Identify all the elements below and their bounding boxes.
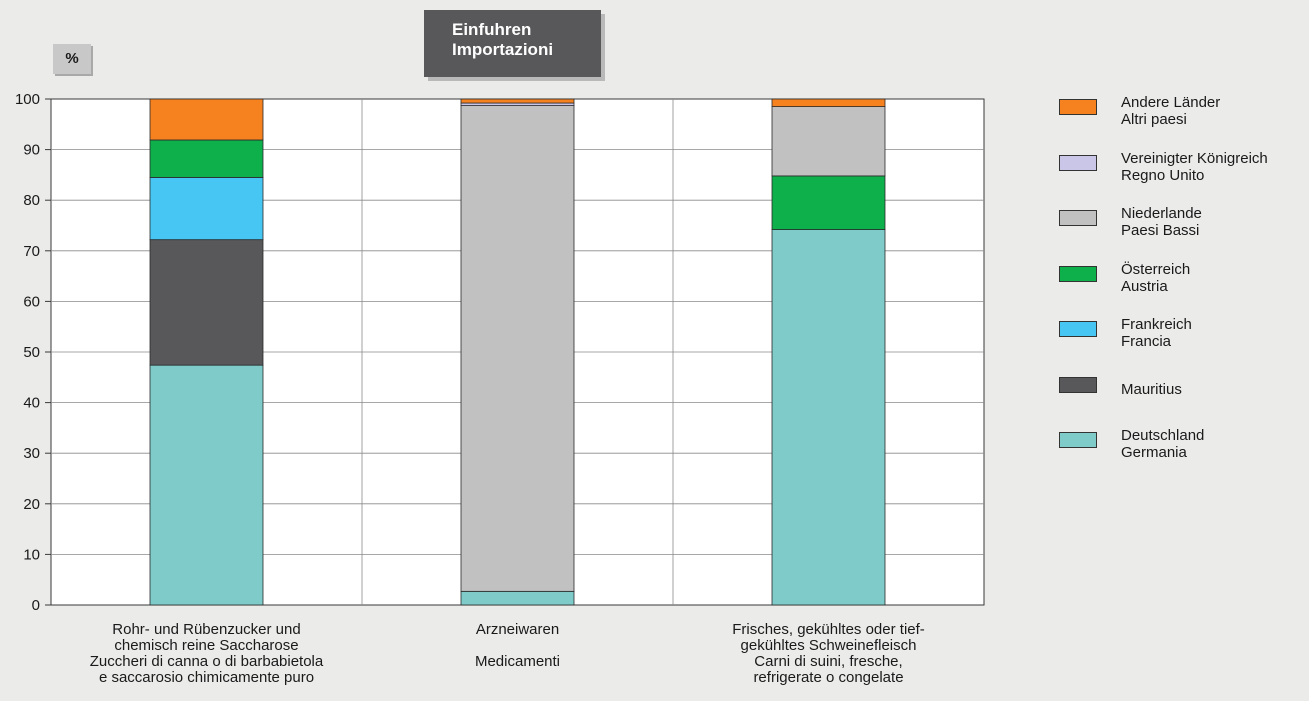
legend-label-line: Paesi Bassi — [1121, 222, 1200, 239]
legend-label-line: Niederlande — [1121, 205, 1202, 222]
category-label-line: gekühltes Schweinefleisch — [740, 637, 917, 654]
legend-label-line: Austria — [1121, 277, 1168, 295]
category-label-line: e saccarosio chimicamente puro — [98, 669, 315, 686]
legend-label: Mauritius — [1121, 381, 1182, 398]
category-label-line: chemisch reine Saccharose — [114, 637, 299, 654]
bar-segment — [149, 177, 264, 241]
category-label-line — [373, 670, 663, 686]
y-tick-label: 60 — [23, 293, 40, 310]
legend-swatch — [1059, 210, 1097, 226]
y-axis-unit: % — [53, 44, 91, 74]
legend-label-line: Österreich — [1121, 260, 1191, 278]
category-label-line: Frisches, gekühltes oder tief- — [732, 621, 925, 638]
bar-segment — [771, 98, 886, 107]
legend-label: Österreich Austria — [1121, 261, 1190, 295]
legend-label: Frankreich Francia — [1121, 316, 1192, 350]
legend-label-line: Frankreich — [1121, 316, 1192, 333]
title-line-1: Einfuhren — [452, 20, 532, 39]
legend-swatch — [1059, 376, 1097, 393]
category-label-line: refrigerate o congelate — [753, 669, 904, 686]
category-label-line: Carni di suini, fresche, — [754, 653, 903, 670]
legend-label-line: Francia — [1121, 333, 1172, 350]
legend-swatch — [1059, 432, 1097, 448]
y-tick-label: 0 — [32, 597, 40, 614]
legend-label: Andere Länder Altri paesi — [1121, 94, 1220, 128]
category-label: Arzneiwaren Medicamenti — [373, 622, 663, 686]
legend-swatch — [1059, 265, 1097, 282]
legend-label: Deutschland Germania — [1121, 427, 1204, 461]
chart-title: Einfuhren Importazioni — [424, 10, 601, 77]
legend-label-line: Vereinigter Königreich — [1121, 149, 1268, 167]
legend-label-line: Germania — [1121, 444, 1187, 461]
chart-plot-area: 0 10 20 30 40 50 60 70 80 90 100 — [15, 91, 985, 614]
category-label-line — [373, 638, 663, 654]
y-tick-label: 80 — [23, 192, 40, 209]
bar-segment — [460, 105, 575, 592]
bar-segment — [149, 239, 264, 366]
legend-swatch — [1059, 154, 1097, 171]
category-label: Frisches, gekühltes oder tief-gekühltes … — [684, 622, 974, 686]
category-label-line: Medicamenti — [474, 653, 561, 670]
y-tick-label: 50 — [23, 344, 40, 361]
title-line-2: Importazioni — [452, 40, 554, 59]
category-label-line: Arzneiwaren — [475, 621, 560, 638]
category-label-line: Zuccheri di canna o di barbabietola — [89, 653, 324, 670]
y-tick-label: 30 — [23, 445, 40, 462]
bar-segment — [771, 229, 886, 606]
bar-segment — [771, 106, 886, 177]
y-tick-label: 100 — [15, 91, 40, 108]
y-tick-label: 40 — [23, 395, 40, 412]
y-tick-label: 20 — [23, 496, 40, 513]
legend-label-line: Andere Länder — [1121, 94, 1221, 111]
legend-label-line: Altri paesi — [1121, 111, 1187, 128]
bar-segment — [460, 98, 575, 104]
legend-label: Vereinigter Königreich Regno Unito — [1121, 150, 1268, 184]
bar-segment — [149, 139, 264, 178]
y-tick-label: 90 — [23, 142, 40, 159]
category-label-line: Rohr- und Rübenzucker und — [112, 621, 301, 638]
legend-label-line: Mauritius — [1121, 380, 1182, 398]
legend-label-line: Regno Unito — [1121, 166, 1205, 184]
bar-segment — [149, 364, 264, 606]
bar-segment — [149, 98, 264, 141]
legend-label: Niederlande Paesi Bassi — [1121, 205, 1202, 239]
legend-label-line: Deutschland — [1121, 427, 1205, 444]
bar-segment — [771, 175, 886, 230]
bar-segment — [460, 590, 575, 606]
y-tick-label: 10 — [23, 546, 40, 563]
legend-swatch — [1059, 99, 1097, 115]
legend-swatch — [1059, 321, 1097, 337]
category-label: Rohr- und Rübenzucker und chemisch reine … — [62, 622, 352, 686]
y-tick-label: 70 — [23, 243, 40, 260]
